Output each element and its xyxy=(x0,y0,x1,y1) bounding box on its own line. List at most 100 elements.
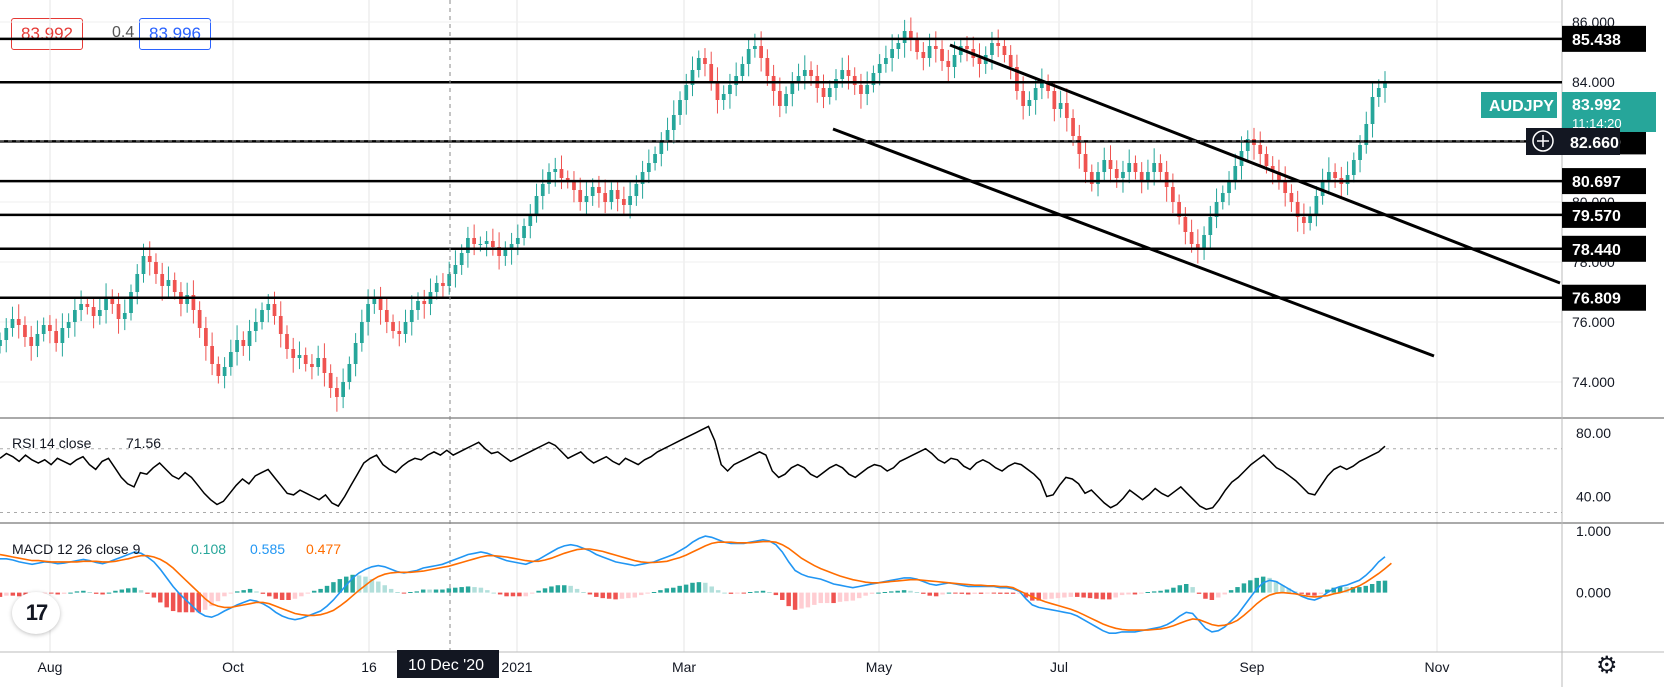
macd-histogram-bar xyxy=(126,588,131,593)
macd-histogram-bar xyxy=(632,592,638,598)
macd-histogram-bar xyxy=(562,585,567,593)
candle xyxy=(54,331,59,343)
bar-countdown: 11:14:20 xyxy=(1572,116,1622,131)
candle xyxy=(453,265,458,274)
candle xyxy=(721,94,726,100)
level-price-bg xyxy=(1562,284,1646,311)
level-price-label[interactable]: 79.570 xyxy=(1572,208,1621,225)
plus-circle-icon[interactable] xyxy=(1532,130,1554,152)
level-price-label[interactable]: 85.438 xyxy=(1572,32,1621,49)
macd-histogram-bar xyxy=(876,592,881,594)
candle xyxy=(1314,196,1319,214)
level-price-label[interactable]: 76.809 xyxy=(1572,291,1621,308)
channel-upper-line[interactable] xyxy=(949,43,1561,285)
macd-histogram-bar xyxy=(1132,592,1138,595)
candle xyxy=(29,337,34,346)
candle xyxy=(940,49,944,61)
level-price-label[interactable]: 80.697 xyxy=(1572,174,1621,191)
macd-histogram-bar xyxy=(1113,592,1118,598)
time-tick-label: Mar xyxy=(672,659,696,675)
candle xyxy=(116,304,121,319)
last-price-bg xyxy=(1562,92,1656,132)
channel-lower-line[interactable] xyxy=(832,127,1435,358)
macd-histogram-bar xyxy=(863,592,868,596)
macd-histogram-bar xyxy=(895,590,900,593)
candle xyxy=(1158,163,1163,172)
macd-histogram-bar xyxy=(1087,592,1093,599)
candle xyxy=(902,31,907,43)
candle xyxy=(1096,172,1100,184)
candle xyxy=(1040,82,1044,88)
macd-histogram-bar xyxy=(1209,592,1215,600)
candle xyxy=(1146,172,1150,181)
macd-histogram-bar xyxy=(273,592,278,599)
macd-histogram-bar xyxy=(158,592,163,603)
tradingview-logo-icon[interactable]: 17 xyxy=(12,592,60,634)
candle xyxy=(615,190,620,199)
candle xyxy=(771,76,776,91)
candle xyxy=(709,64,714,82)
macd-histogram-bar xyxy=(978,592,984,594)
candle xyxy=(1064,103,1069,118)
macd-histogram-bar xyxy=(542,588,548,593)
candle xyxy=(671,115,676,130)
candle xyxy=(565,178,570,181)
macd-histogram-bar xyxy=(1062,592,1067,598)
macd-histogram-bar xyxy=(382,585,387,593)
macd-histogram-bar xyxy=(587,592,593,595)
time-tick-label: 16 xyxy=(361,659,377,675)
macd-histogram-bar xyxy=(536,590,541,593)
candle xyxy=(1283,181,1288,193)
symbol-label[interactable]: AUDJPY xyxy=(1489,98,1554,115)
candle xyxy=(646,163,651,172)
candle xyxy=(372,298,377,304)
candle xyxy=(753,46,757,49)
macd-histogram-bar xyxy=(747,591,753,593)
candle xyxy=(1320,181,1325,196)
candle xyxy=(210,346,214,364)
time-axis[interactable]: Aug Oct 16 2021 Mar May Jul Sep Nov xyxy=(38,659,1450,675)
candle xyxy=(422,301,427,304)
rsi-pane: 80.00 40.00 xyxy=(0,425,1611,513)
gear-icon[interactable]: ⚙ xyxy=(1596,652,1618,679)
level-price-bg xyxy=(1562,168,1646,195)
level-price-label[interactable]: 78.440 xyxy=(1572,242,1621,259)
candle xyxy=(927,46,932,58)
crosshair-price: 82.660 xyxy=(1570,135,1619,152)
candle xyxy=(403,322,408,334)
candle xyxy=(472,238,477,244)
candle xyxy=(1358,145,1362,160)
macd-histogram-bar xyxy=(337,579,343,593)
candle xyxy=(447,274,452,286)
candle xyxy=(728,85,732,94)
candle xyxy=(366,304,370,322)
candle xyxy=(235,340,239,352)
macd-histogram-bar xyxy=(453,587,458,593)
candle xyxy=(840,70,845,79)
macd-histogram-bar xyxy=(908,590,913,593)
macd-histogram-bar xyxy=(1171,587,1176,593)
macd-histogram-bar xyxy=(1139,592,1144,594)
horizontal-levels[interactable] xyxy=(0,37,1562,299)
macd-histogram-bar xyxy=(228,592,234,594)
candle xyxy=(1164,172,1169,187)
candle xyxy=(1077,136,1082,154)
candle xyxy=(977,58,982,64)
macd-histogram-bar xyxy=(1344,587,1349,593)
macd-histogram-bar xyxy=(401,592,407,594)
candle xyxy=(1333,172,1337,178)
price-axis[interactable]: 86.00084.00082.00080.00078.00076.00074.0… xyxy=(1562,14,1646,390)
candle xyxy=(796,76,801,82)
macd-histogram-bar xyxy=(760,590,766,593)
trend-channel[interactable] xyxy=(832,43,1561,358)
macd-histogram-bar xyxy=(17,592,22,597)
candle xyxy=(391,322,395,331)
candle xyxy=(1152,163,1157,172)
crosshair-date: 10 Dec '20 xyxy=(408,657,484,674)
candle xyxy=(297,355,302,358)
macd-histogram-bar xyxy=(1369,584,1375,593)
candle xyxy=(266,304,271,310)
macd-histogram-bar xyxy=(1183,584,1189,593)
last-price: 83.992 xyxy=(1572,97,1621,114)
